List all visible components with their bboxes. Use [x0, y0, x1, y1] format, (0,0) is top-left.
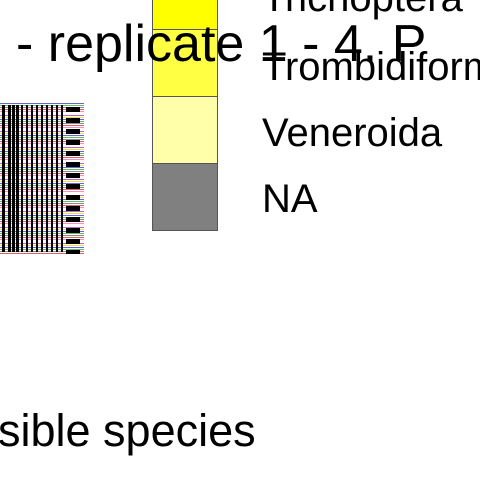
stripe-line — [0, 103, 84, 104]
mini-tick-mark — [66, 140, 80, 145]
legend-label-trichoptera: Trichoptera — [262, 0, 463, 18]
legend-swatch-trichoptera — [152, 0, 218, 30]
x-axis-label: sible species — [0, 405, 256, 456]
legend-swatch-veneroida — [152, 96, 218, 164]
mini-bar — [51, 105, 53, 252]
mini-tick-mark — [66, 217, 80, 222]
chart-title: - replicate 1 - 4. P — [16, 15, 427, 73]
mini-tick-mark — [66, 173, 80, 178]
mini-bar-chart — [0, 103, 84, 254]
mini-tick-mark — [66, 195, 80, 200]
mini-bar — [36, 105, 38, 252]
mini-tick-mark — [66, 250, 80, 254]
mini-tick-mark — [66, 206, 80, 211]
legend-swatch-trombidiform — [152, 29, 218, 97]
mini-bar — [41, 105, 43, 252]
legend-label-na: NA — [262, 177, 318, 221]
mini-tick-mark — [66, 184, 80, 189]
mini-tick-mark — [66, 228, 80, 233]
mini-tick-mark — [66, 107, 80, 112]
mini-bar — [21, 105, 23, 252]
mini-bar — [31, 105, 33, 252]
mini-bar — [2, 105, 5, 252]
mini-tick-mark — [66, 239, 80, 244]
mini-tick-mark — [66, 162, 80, 167]
mini-tick-mark — [66, 118, 80, 123]
legend-label-veneroida: Veneroida — [262, 111, 443, 155]
legend-label-trombidiform: Trombidiform — [262, 45, 480, 89]
mini-bar — [46, 105, 48, 252]
mini-bar — [12, 105, 15, 252]
legend-swatch-na — [152, 163, 218, 231]
mini-tick-mark — [66, 151, 80, 156]
mini-bar — [56, 105, 58, 252]
mini-tick-mark — [66, 129, 80, 134]
stripe-line — [0, 253, 84, 254]
mini-bar — [61, 105, 63, 252]
mini-bar — [8, 105, 11, 252]
mini-bar — [16, 105, 19, 252]
mini-bar — [26, 105, 28, 252]
